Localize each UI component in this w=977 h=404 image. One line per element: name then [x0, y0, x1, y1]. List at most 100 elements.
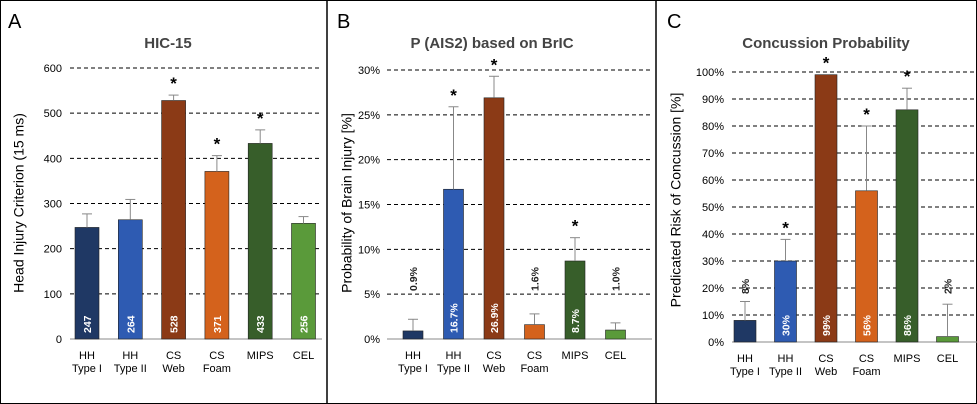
x-tick-label: HH [122, 350, 138, 362]
y-tick-label: 80% [702, 121, 724, 133]
y-tick-label: 200 [44, 244, 62, 256]
bar [204, 171, 230, 340]
bar [291, 223, 316, 340]
x-tick-label: Type I [730, 366, 760, 378]
x-tick-label: Web [815, 366, 837, 378]
y-tick-label: 400 [44, 153, 62, 165]
data-label: 264 [125, 315, 137, 333]
significance-star: * [170, 74, 177, 93]
data-label: 86% [902, 314, 914, 336]
chart-title: P (AIS2) based on BrIC [410, 35, 573, 52]
data-label: 8% [740, 278, 752, 294]
x-tick-label: CS [209, 350, 224, 362]
significance-star: * [257, 109, 264, 128]
data-label: 8.7% [570, 308, 582, 333]
y-tick-label: 70% [702, 148, 724, 160]
bar [524, 324, 545, 340]
x-tick-label: Type I [72, 363, 102, 375]
significance-star: * [863, 105, 870, 124]
x-tick-label: CS [486, 350, 501, 362]
y-axis-label: Predicated Risk of Concussion [%] [668, 93, 684, 308]
data-label: 371 [212, 315, 224, 333]
x-tick-label: CEL [293, 350, 314, 362]
bar [247, 143, 273, 340]
x-tick-label: HH [405, 350, 421, 362]
x-tick-label: CEL [937, 353, 958, 365]
y-tick-label: 60% [702, 175, 724, 187]
data-label: 433 [255, 315, 267, 333]
data-label: 56% [862, 314, 874, 336]
y-tick-label: 0% [364, 334, 380, 346]
bar [605, 329, 626, 340]
significance-star: * [450, 86, 457, 105]
y-tick-label: 20% [702, 283, 724, 295]
y-tick-label: 20% [358, 155, 380, 167]
x-tick-label: CS [166, 350, 181, 362]
panel-letter: A [8, 11, 22, 33]
significance-star: * [782, 218, 789, 237]
y-axis-label: Probability of Brain Injury [%] [339, 113, 355, 293]
data-label: 26.9% [489, 303, 501, 333]
y-tick-label: 50% [702, 202, 724, 214]
y-tick-label: 30% [358, 65, 380, 77]
panel-letter: C [667, 11, 681, 33]
bar [895, 109, 919, 343]
x-tick-label: Type II [114, 363, 147, 375]
y-tick-label: 40% [702, 229, 724, 241]
y-tick-label: 500 [44, 108, 62, 120]
bar [161, 100, 186, 340]
significance-star: * [214, 135, 221, 154]
y-tick-label: 300 [44, 199, 62, 211]
data-label: 99% [821, 314, 833, 336]
bar [936, 336, 959, 343]
data-label: 528 [169, 315, 181, 333]
y-tick-label: 100 [44, 289, 62, 301]
bar [483, 97, 505, 340]
y-tick-label: 30% [702, 256, 724, 268]
data-label: 247 [82, 315, 94, 333]
x-tick-label: Foam [520, 363, 548, 375]
significance-star: * [823, 54, 830, 73]
x-tick-label: MIPS [562, 350, 589, 362]
x-tick-label: MIPS [247, 350, 274, 362]
y-tick-label: 10% [358, 244, 380, 256]
chart-title: Concussion Probability [742, 35, 910, 52]
x-tick-label: HH [737, 353, 753, 365]
x-tick-label: HH [446, 350, 462, 362]
x-tick-label: Web [162, 363, 184, 375]
panel-b: B P (AIS2) based on BrIC Probability of Br… [326, 0, 652, 404]
x-tick-label: CEL [605, 350, 626, 362]
x-tick-label: HH [778, 353, 794, 365]
x-tick-label: Foam [203, 363, 231, 375]
data-label: 30% [781, 314, 793, 336]
y-tick-label: 0% [708, 337, 724, 349]
x-tick-label: Web [483, 363, 505, 375]
x-tick-label: CS [527, 350, 542, 362]
significance-star: * [904, 67, 911, 86]
x-tick-label: MIPS [894, 353, 921, 365]
significance-star: * [491, 55, 498, 74]
data-label: 256 [299, 315, 311, 333]
y-tick-label: 100% [696, 67, 724, 79]
y-tick-label: 90% [702, 94, 724, 106]
x-tick-label: CS [859, 353, 874, 365]
y-tick-label: 10% [702, 310, 724, 322]
panel-a: A HIC-15 Head Injury Criterion (15 ms) 0 100… [8, 11, 322, 375]
bar [118, 219, 143, 340]
y-tick-label: 0 [56, 334, 62, 346]
x-tick-label: CS [818, 353, 833, 365]
data-label: 2% [943, 278, 955, 294]
data-label: 0.9% [408, 266, 420, 291]
chart-title: HIC-15 [144, 35, 192, 52]
panel-letter: B [337, 11, 350, 33]
y-tick-label: 25% [358, 110, 380, 122]
x-tick-label: Type I [398, 363, 428, 375]
data-label: 1.6% [530, 266, 542, 291]
x-tick-label: Type II [437, 363, 470, 375]
bar [402, 330, 424, 340]
panel-c: C Concussion Probability Predicated Risk o… [655, 0, 977, 404]
bar [733, 320, 757, 343]
data-label: 1.0% [611, 266, 623, 291]
x-tick-label: Type II [769, 366, 802, 378]
